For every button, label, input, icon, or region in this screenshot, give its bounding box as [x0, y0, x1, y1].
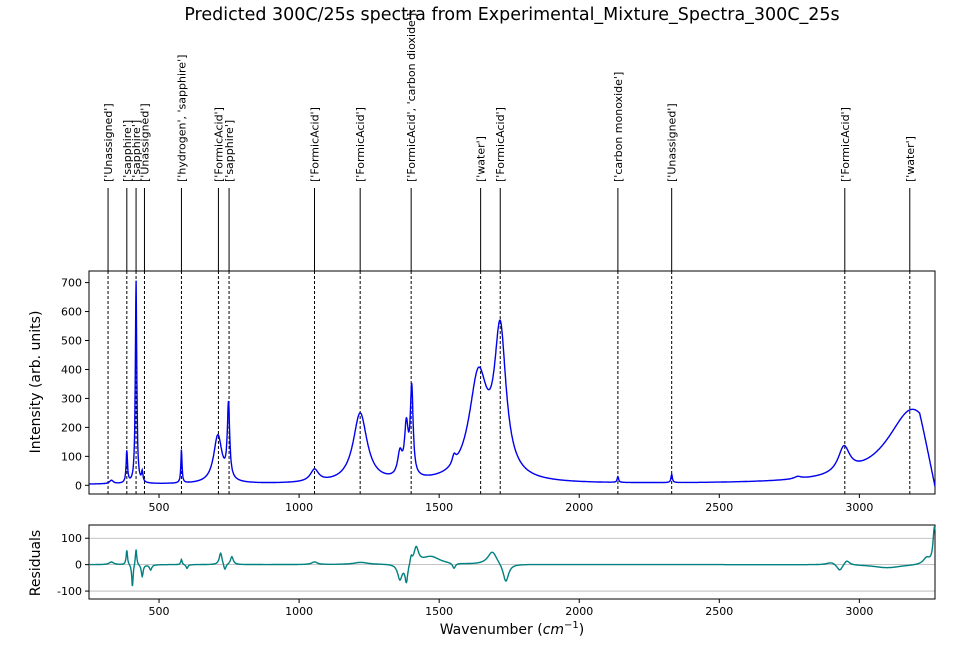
annotation-label: ['FormicAcid'] — [354, 107, 367, 182]
residual-x-ticks: 500 1000 1500 2000 2500 3000 — [149, 599, 873, 618]
annotation-label: ['Unassigned'] — [102, 103, 115, 182]
annotation-label: ['FormicAcid'] — [494, 107, 507, 182]
spectrum-line — [89, 280, 936, 487]
main-x-ticks: 500 1000 1500 2000 2500 3000 — [149, 494, 873, 514]
residual-x-tick-label: 2000 — [565, 605, 593, 618]
annotation-label: ['Unassigned'] — [138, 103, 151, 182]
y-tick-label: 0 — [75, 479, 82, 492]
y-axis-label: Intensity (arb. units) — [28, 311, 44, 454]
residual-x-tick-label: 1000 — [285, 605, 313, 618]
x-tick-label: 1500 — [425, 501, 453, 514]
x-axis-label-unit: cm — [543, 622, 564, 638]
residual-x-tick-label: 3000 — [845, 605, 873, 618]
residual-x-tick-label: 1500 — [425, 605, 453, 618]
residual-x-tick-label: 500 — [149, 605, 170, 618]
x-tick-label: 2000 — [565, 501, 593, 514]
residual-y-tick-label: -100 — [57, 585, 82, 598]
annotation-label: ['FormicAcid'] — [309, 107, 322, 182]
main-plot-frame — [88, 270, 936, 495]
residual-y-tick-label: 0 — [75, 559, 82, 572]
chart-title: Predicted 300C/25s spectra from Experime… — [184, 5, 839, 25]
residual-y-tick-label: 100 — [61, 532, 82, 545]
annotation-label: ['sapphire'] — [223, 120, 236, 182]
annotation-label: ['FormicAcid', 'carbon dioxide'] — [405, 13, 418, 182]
x-axis-label-suffix: ) — [579, 622, 584, 638]
y-tick-label: 200 — [61, 421, 82, 434]
main-panel: 500 1000 1500 2000 2500 3000 0 100 200 300 400 500… — [28, 270, 936, 514]
x-tick-label: 1000 — [285, 501, 313, 514]
residual-panel: 500 1000 1500 2000 2500 3000 -100 0 100 Residua… — [28, 524, 936, 618]
annotation-label: ['water'] — [475, 136, 488, 182]
annotation-label: ['carbon monoxide'] — [612, 72, 625, 182]
y-tick-label: 100 — [61, 450, 82, 463]
x-tick-label: 2500 — [705, 501, 733, 514]
annotation-label: ['hydrogen', 'sapphire'] — [175, 55, 188, 182]
y-tick-label: 600 — [61, 306, 82, 319]
y-tick-label: 500 — [61, 335, 82, 348]
x-axis-label-prefix: Wavenumber ( — [440, 622, 543, 638]
x-tick-label: 3000 — [845, 501, 873, 514]
residual-y-axis-label: Residuals — [28, 530, 44, 596]
x-tick-label: 500 — [149, 501, 170, 514]
annotation-label: ['Unassigned'] — [666, 103, 679, 182]
x-axis-label: Wavenumber (cm−1) — [440, 620, 585, 638]
annotation-label: ['sapphire'] — [121, 120, 134, 182]
main-y-ticks: 0 100 200 300 400 500 600 700 — [61, 277, 89, 492]
y-tick-label: 400 — [61, 363, 82, 376]
residual-y-ticks: -100 0 100 — [57, 532, 89, 598]
annotation-label: ['FormicAcid'] — [212, 107, 225, 182]
y-tick-label: 700 — [61, 277, 82, 290]
y-tick-label: 300 — [61, 392, 82, 405]
x-axis-label-exponent: −1 — [564, 620, 579, 631]
annotation-label: ['water'] — [904, 136, 917, 182]
residual-x-tick-label: 2500 — [705, 605, 733, 618]
residual-plot-frame — [88, 524, 936, 600]
annotation-label: ['FormicAcid'] — [839, 107, 852, 182]
annotation-label: ['sapphire'] — [130, 120, 143, 182]
peak-annotations: ['Unassigned'] ['sapphire']['sapphire']['… — [102, 13, 917, 494]
residual-line — [89, 526, 936, 587]
